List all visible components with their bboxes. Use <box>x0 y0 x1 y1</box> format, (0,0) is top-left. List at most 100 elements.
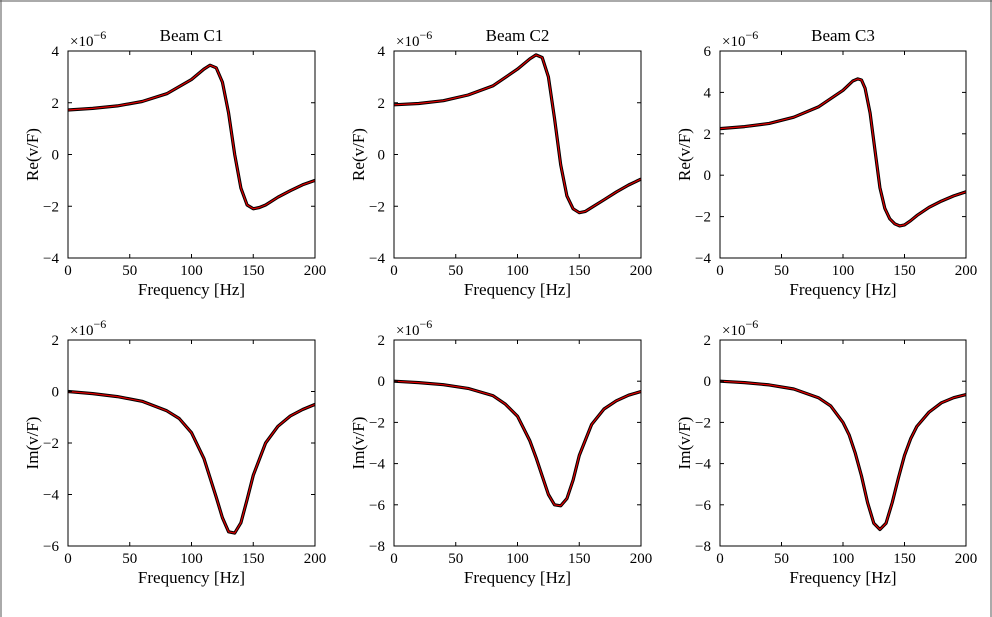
series-line-measured <box>719 77 967 228</box>
y-tick-label: −4 <box>369 457 385 473</box>
y-exponent-label: ×10−6 <box>396 317 432 339</box>
x-tick-label: 0 <box>716 551 724 567</box>
y-tick-label: −2 <box>43 199 59 215</box>
x-tick-label: 50 <box>774 551 789 567</box>
x-tick-label: 150 <box>242 551 265 567</box>
chart-panel: 0 50 100 150 200 −8 −6 −4 −2 0 2 ×10−6 Frequency [Hz… <box>675 317 977 587</box>
series-line-fitted <box>67 390 316 534</box>
y-tick-label: −8 <box>369 539 385 555</box>
x-axis-label: Frequency [Hz] <box>789 280 896 299</box>
series-line-fitted <box>393 380 642 507</box>
y-tick-label: −6 <box>695 498 711 514</box>
chart-panel: 0 50 100 150 200 −8 −6 −4 −2 0 2 ×10−6 Frequency [Hz… <box>349 317 652 587</box>
y-tick-label: 0 <box>52 385 60 401</box>
x-tick-label: 0 <box>390 263 398 279</box>
y-tick-label: 2 <box>378 333 386 349</box>
y-axis-label: Im(v/F) <box>23 417 42 470</box>
x-tick-label: 150 <box>242 263 265 279</box>
series-line-measured <box>719 379 967 532</box>
axes-box <box>719 339 967 547</box>
y-tick-label: −4 <box>369 251 385 267</box>
series-line-measured <box>67 63 316 211</box>
series-line-measured <box>67 389 316 535</box>
x-tick-label: 50 <box>448 263 463 279</box>
y-axis-label: Re(v/F) <box>675 128 694 181</box>
y-tick-label: −4 <box>695 251 711 267</box>
x-axis-label: Frequency [Hz] <box>464 568 571 587</box>
y-tick-label: −4 <box>43 488 59 504</box>
x-tick-label: 50 <box>122 263 137 279</box>
y-tick-label: 2 <box>52 333 60 349</box>
axes-box <box>393 339 642 547</box>
x-tick-label: 100 <box>832 263 855 279</box>
x-tick-label: 200 <box>630 263 653 279</box>
x-tick-label: 200 <box>304 551 327 567</box>
x-tick-label: 150 <box>568 551 591 567</box>
y-tick-label: 0 <box>704 374 712 390</box>
axes-box <box>719 50 967 259</box>
x-tick-label: 200 <box>955 551 978 567</box>
y-exponent-label: ×10−6 <box>722 317 758 339</box>
y-tick-label: −2 <box>43 436 59 452</box>
y-tick-label: 2 <box>704 127 712 143</box>
y-tick-label: −8 <box>695 539 711 555</box>
y-tick-label: 4 <box>52 44 60 60</box>
y-axis-label: Im(v/F) <box>349 417 368 470</box>
y-tick-label: −4 <box>43 251 59 267</box>
y-tick-label: 6 <box>704 44 712 60</box>
y-exponent-label: ×10−6 <box>396 28 432 50</box>
y-tick-label: 2 <box>378 96 386 112</box>
x-tick-label: 0 <box>390 551 398 567</box>
y-exponent-label: ×10−6 <box>70 317 106 339</box>
y-tick-label: 0 <box>378 374 386 390</box>
y-axis-label: Im(v/F) <box>675 417 694 470</box>
x-tick-label: 100 <box>180 263 203 279</box>
x-tick-label: 150 <box>893 551 916 567</box>
y-exponent-label: ×10−6 <box>722 28 758 50</box>
y-tick-label: −2 <box>695 415 711 431</box>
y-tick-label: 2 <box>52 96 60 112</box>
series-line-fitted <box>393 54 642 214</box>
x-tick-label: 200 <box>304 263 327 279</box>
axes-box <box>67 339 316 547</box>
y-axis-label: Re(v/F) <box>349 128 368 181</box>
x-tick-label: 50 <box>122 551 137 567</box>
x-tick-label: 0 <box>64 263 72 279</box>
chart-title: Beam C1 <box>160 26 224 45</box>
x-tick-label: 200 <box>630 551 653 567</box>
x-axis-label: Frequency [Hz] <box>138 568 245 587</box>
axes-box <box>67 50 316 259</box>
x-tick-label: 150 <box>893 263 916 279</box>
series-line-measured <box>393 53 642 215</box>
x-tick-label: 100 <box>506 263 529 279</box>
chart-panel: 0 50 100 150 200 −4 −2 0 2 4 6 ×10−6 Beam C3 Frequenc… <box>675 26 977 299</box>
x-axis-label: Frequency [Hz] <box>789 568 896 587</box>
x-tick-label: 100 <box>832 551 855 567</box>
y-tick-label: −2 <box>369 415 385 431</box>
y-axis-label: Re(v/F) <box>23 128 42 181</box>
series-line-fitted <box>67 64 316 210</box>
y-tick-label: 0 <box>704 168 712 184</box>
axes-box <box>393 50 642 259</box>
x-tick-label: 0 <box>716 263 724 279</box>
x-tick-label: 0 <box>64 551 72 567</box>
chart-panel: 0 50 100 150 200 −4 −2 0 2 4 ×10−6 Beam C2 Frequency… <box>349 26 652 299</box>
chart-title: Beam C3 <box>811 26 875 45</box>
y-tick-label: 4 <box>704 85 712 101</box>
series-line-measured <box>393 379 642 508</box>
x-tick-label: 200 <box>955 263 978 279</box>
x-tick-label: 50 <box>448 551 463 567</box>
y-tick-label: 2 <box>704 333 712 349</box>
x-tick-label: 150 <box>568 263 591 279</box>
x-axis-label: Frequency [Hz] <box>138 280 245 299</box>
y-tick-label: 0 <box>52 148 60 164</box>
x-tick-label: 50 <box>774 263 789 279</box>
y-tick-label: 4 <box>378 44 386 60</box>
chart-panel: 0 50 100 150 200 −4 −2 0 2 4 ×10−6 Beam C1 Frequency… <box>23 26 326 299</box>
chart-panel: 0 50 100 150 200 −6 −4 −2 0 2 ×10−6 Frequency [Hz] I… <box>23 317 326 587</box>
x-axis-label: Frequency [Hz] <box>464 280 571 299</box>
y-tick-label: −6 <box>369 498 385 514</box>
y-tick-label: 0 <box>378 148 386 164</box>
